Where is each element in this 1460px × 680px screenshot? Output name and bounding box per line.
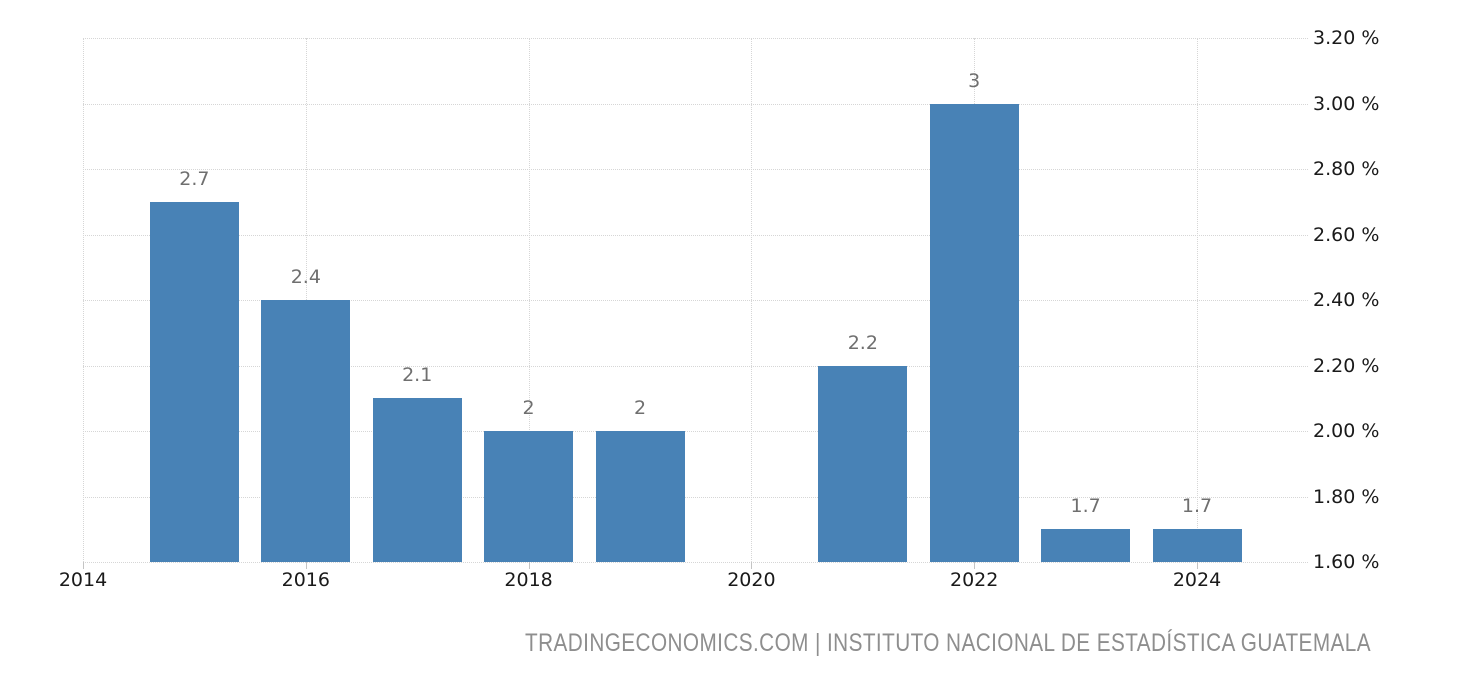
y-axis-label: 2.60 % (1313, 223, 1380, 246)
bar-value-label: 2.7 (179, 167, 210, 190)
h-gridline (83, 365, 1308, 367)
h-gridline (83, 38, 1308, 39)
bar-value-label: 2 (522, 397, 535, 419)
bar[interactable] (484, 431, 574, 562)
y-axis-label: 2.80 % (1313, 158, 1380, 180)
h-gridline (83, 234, 1308, 236)
y-axis-label: 2.00 % (1313, 420, 1380, 442)
x-axis-label: 2016 (281, 569, 330, 591)
y-axis-label: 2.20 % (1313, 354, 1380, 377)
x-axis-label: 2024 (1172, 569, 1222, 591)
v-gridline (751, 38, 753, 562)
x-axis-label: 2020 (727, 569, 776, 591)
y-axis-label: 3.20 % (1313, 27, 1380, 49)
y-axis-label: 3.00 % (1313, 92, 1380, 115)
x-axis-tick (528, 562, 530, 569)
x-axis-tick (1197, 562, 1198, 569)
h-gridline (83, 169, 1308, 170)
v-gridline (83, 38, 84, 562)
bar-value-label: 2.4 (290, 266, 321, 288)
h-gridline (83, 496, 1308, 498)
x-axis-label: 2018 (504, 569, 553, 591)
y-axis-label: 2.40 % (1313, 289, 1380, 311)
x-axis-label: 2022 (950, 569, 999, 591)
bar[interactable] (261, 300, 351, 562)
bar[interactable] (595, 431, 685, 562)
bar[interactable] (372, 398, 462, 562)
h-gridline (83, 431, 1308, 432)
y-axis-label: 1.80 % (1313, 485, 1380, 508)
bar[interactable] (149, 201, 239, 562)
x-axis-tick (751, 562, 753, 569)
bar-value-label: 2 (633, 397, 647, 419)
x-axis-tick (974, 562, 976, 569)
bar-value-label: 2.1 (402, 364, 433, 387)
x-axis-tick (83, 562, 84, 569)
bar[interactable] (1041, 529, 1131, 562)
y-axis-label: 1.60 % (1313, 551, 1380, 573)
bar-value-label: 1.7 (1181, 495, 1213, 518)
bar[interactable] (818, 365, 908, 562)
bar[interactable] (1152, 529, 1242, 562)
source-attribution[interactable]: TRADINGECONOMICS.COM | INSTITUTO NACIONA… (438, 629, 1457, 658)
bar-value-label: 2.2 (847, 331, 878, 354)
v-gridline (1197, 38, 1198, 562)
x-axis-tick (305, 562, 307, 569)
bar-value-label: 1.7 (1070, 495, 1101, 518)
source-attribution-label: TRADINGECONOMICS.COM | INSTITUTO NACIONA… (525, 629, 1371, 657)
v-gridline (528, 38, 530, 562)
h-gridline (83, 562, 1308, 563)
bar-value-label: 3 (968, 69, 981, 92)
h-gridline (83, 103, 1308, 105)
x-axis-label: 2014 (58, 569, 108, 591)
bar[interactable] (929, 103, 1019, 562)
h-gridline (83, 300, 1308, 301)
